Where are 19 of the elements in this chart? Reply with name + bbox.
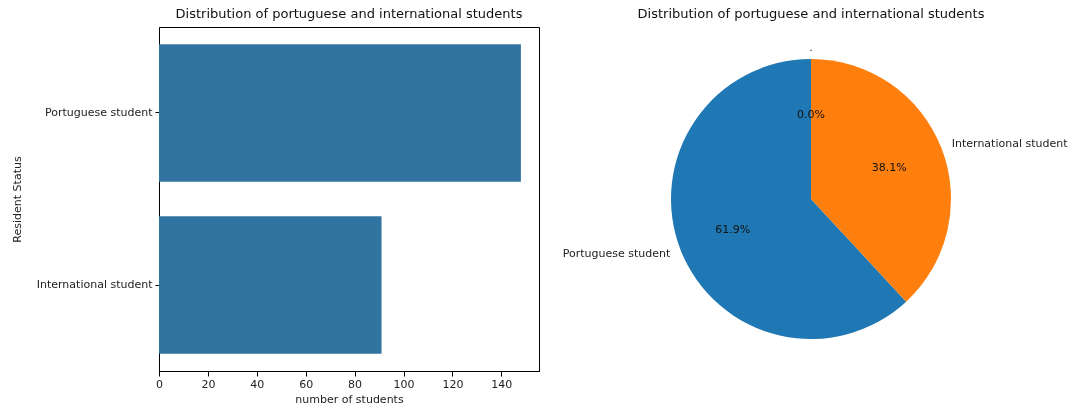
pie-slice — [671, 59, 907, 339]
x-tick-label: 100 — [393, 377, 415, 391]
x-tick-label: 120 — [442, 377, 464, 391]
x-tick-label: 80 — [348, 377, 363, 391]
x-tick-label: 20 — [201, 377, 216, 391]
data-label: 61.9% — [715, 222, 751, 236]
data-label: 38.1% — [871, 161, 907, 175]
slice-label: International student — [951, 136, 1069, 150]
slice-label: Portuguese student — [562, 247, 671, 261]
chart-title: Distribution of portuguese and international students — [175, 6, 523, 21]
x-tick-label: 0 — [156, 377, 163, 391]
x-axis-title: number of students — [295, 392, 404, 406]
chart-title: Distribution of portuguese and international students — [637, 6, 985, 21]
x-tick-label: 40 — [250, 377, 265, 391]
x-tick-label: 140 — [491, 377, 513, 391]
text: 0.0% — [797, 108, 825, 121]
category-label: . — [809, 40, 813, 54]
y-axis-title: Resident Status — [10, 156, 24, 243]
x-tick-label: 60 — [299, 377, 314, 391]
